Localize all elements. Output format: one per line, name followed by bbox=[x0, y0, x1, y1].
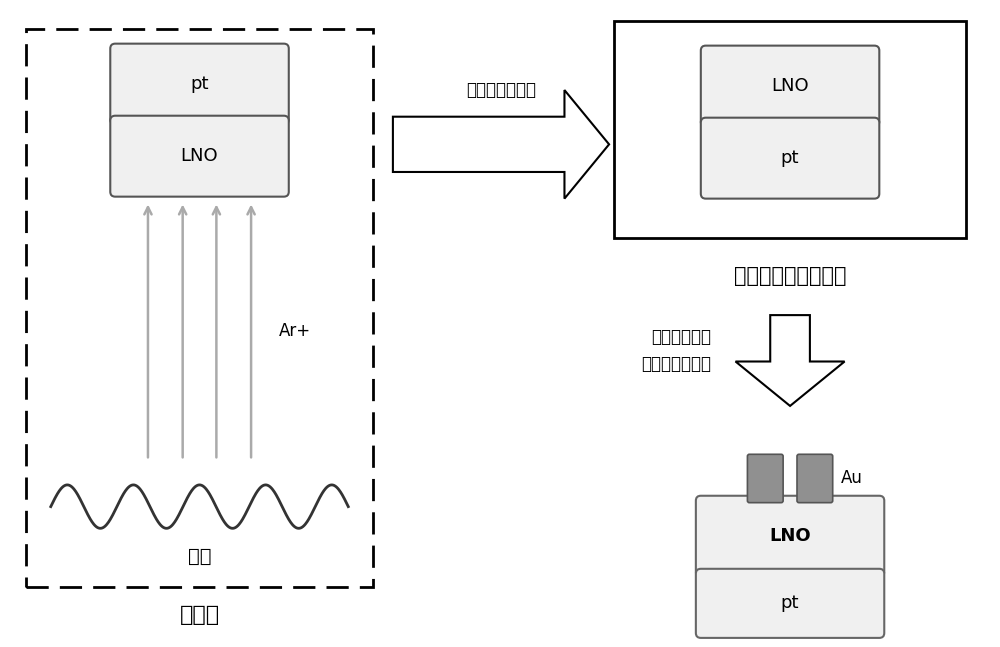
Bar bbox=[614, 21, 966, 238]
FancyBboxPatch shape bbox=[110, 43, 289, 125]
Text: LNO: LNO bbox=[769, 527, 811, 545]
Text: Ar+: Ar+ bbox=[279, 322, 311, 340]
Text: pt: pt bbox=[781, 595, 799, 612]
Text: pt: pt bbox=[781, 149, 799, 167]
Text: 刻蚀仓: 刻蚀仓 bbox=[179, 605, 220, 625]
Text: 氧空位引入过量: 氧空位引入过量 bbox=[466, 81, 536, 99]
Text: LNO: LNO bbox=[181, 147, 218, 165]
FancyBboxPatch shape bbox=[26, 29, 373, 587]
Text: 利用磁控技术
镌上阵列金电极: 利用磁控技术 镌上阵列金电极 bbox=[641, 329, 711, 373]
FancyBboxPatch shape bbox=[701, 46, 879, 127]
FancyBboxPatch shape bbox=[696, 496, 884, 576]
Text: 管式炉进行氧气退火: 管式炉进行氧气退火 bbox=[734, 266, 846, 285]
Text: LNO: LNO bbox=[771, 77, 809, 95]
Polygon shape bbox=[393, 90, 609, 199]
Text: pt: pt bbox=[190, 75, 209, 93]
Text: 灯丝: 灯丝 bbox=[188, 547, 211, 565]
FancyBboxPatch shape bbox=[797, 454, 833, 503]
FancyBboxPatch shape bbox=[701, 118, 879, 199]
Polygon shape bbox=[736, 315, 845, 406]
FancyBboxPatch shape bbox=[110, 116, 289, 197]
FancyBboxPatch shape bbox=[696, 569, 884, 638]
FancyBboxPatch shape bbox=[747, 454, 783, 503]
Text: Au: Au bbox=[841, 470, 863, 487]
